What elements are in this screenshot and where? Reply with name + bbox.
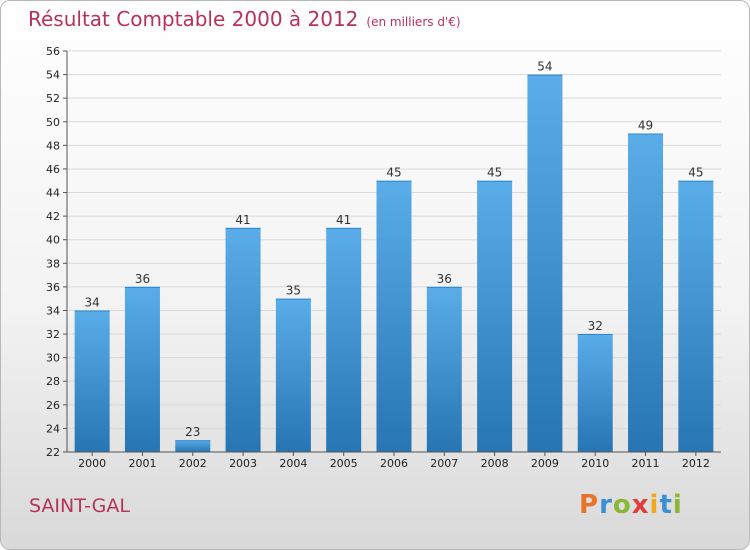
logo-letter: x xyxy=(631,490,650,520)
logo-letter: o xyxy=(612,490,632,520)
data-label: 32 xyxy=(588,319,603,333)
bar xyxy=(678,180,714,452)
y-tick-label: 52 xyxy=(46,92,60,105)
x-tick-label: 2004 xyxy=(279,457,307,470)
tick-labels: 22 24 26 28 30 32 34 36 38 40 42 44 46 48 50 52 54 56 34 20… xyxy=(46,45,710,470)
y-tick-label: 54 xyxy=(46,69,60,82)
bar xyxy=(124,286,160,452)
x-tick-label: 2006 xyxy=(380,457,408,470)
x-tick-label: 2003 xyxy=(229,457,257,470)
chart-title: Résultat Comptable 2000 à 2012 (en millie… xyxy=(28,7,461,31)
data-label: 23 xyxy=(185,425,200,439)
data-label: 41 xyxy=(336,213,351,227)
y-tick-label: 40 xyxy=(46,234,60,247)
y-tick-label: 46 xyxy=(46,163,60,176)
bar xyxy=(175,440,211,452)
axes xyxy=(63,50,721,456)
y-tick-label: 24 xyxy=(46,422,60,435)
bar xyxy=(426,286,462,452)
logo-letter: i xyxy=(672,490,683,520)
data-label: 41 xyxy=(235,213,250,227)
y-tick-label: 28 xyxy=(46,375,60,388)
y-tick-label: 30 xyxy=(46,352,60,365)
y-tick-label: 26 xyxy=(46,399,60,412)
y-tick-label: 56 xyxy=(46,45,60,58)
bar xyxy=(376,180,412,452)
logo-letter: t xyxy=(659,490,673,520)
x-tick-label: 2010 xyxy=(581,457,609,470)
title-text: Résultat Comptable 2000 à 2012 xyxy=(28,7,359,31)
bar xyxy=(577,334,613,452)
y-tick-label: 48 xyxy=(46,139,60,152)
chart-subtitle: (en milliers d'€) xyxy=(366,15,461,29)
logo-letter: i xyxy=(649,490,660,520)
y-tick-label: 36 xyxy=(46,281,60,294)
x-tick-label: 2000 xyxy=(78,457,106,470)
x-tick-label: 2012 xyxy=(682,457,710,470)
logo-letter: r xyxy=(599,490,613,520)
y-tick-label: 44 xyxy=(46,187,60,200)
data-label: 45 xyxy=(386,166,401,180)
logo-letter: P xyxy=(579,490,600,520)
bar xyxy=(477,180,513,452)
proxiti-logo: Proxiti xyxy=(579,490,683,520)
bar xyxy=(628,133,664,452)
bar xyxy=(326,227,362,452)
y-tick-label: 42 xyxy=(46,210,60,223)
bar xyxy=(74,310,110,452)
x-tick-label: 2009 xyxy=(531,457,559,470)
y-tick-label: 22 xyxy=(46,446,60,459)
location-label: SAINT-GAL xyxy=(29,495,130,517)
y-tick-label: 34 xyxy=(46,304,60,317)
y-tick-label: 38 xyxy=(46,257,60,270)
x-tick-label: 2001 xyxy=(128,457,156,470)
data-label: 49 xyxy=(638,119,653,133)
bar xyxy=(527,74,563,453)
y-tick-label: 32 xyxy=(46,328,60,341)
x-tick-label: 2007 xyxy=(430,457,458,470)
bar xyxy=(275,298,311,452)
data-label: 35 xyxy=(286,284,301,298)
x-tick-label: 2008 xyxy=(481,457,509,470)
data-label: 36 xyxy=(135,272,150,286)
x-tick-label: 2002 xyxy=(179,457,207,470)
data-label: 45 xyxy=(688,166,703,180)
y-tick-label: 50 xyxy=(46,116,60,129)
bar xyxy=(225,227,261,452)
data-label: 34 xyxy=(85,295,100,309)
bars xyxy=(74,74,714,453)
data-label: 45 xyxy=(487,166,502,180)
data-label: 36 xyxy=(437,272,452,286)
x-tick-label: 2005 xyxy=(330,457,358,470)
data-label: 54 xyxy=(537,60,552,74)
x-tick-label: 2011 xyxy=(632,457,660,470)
